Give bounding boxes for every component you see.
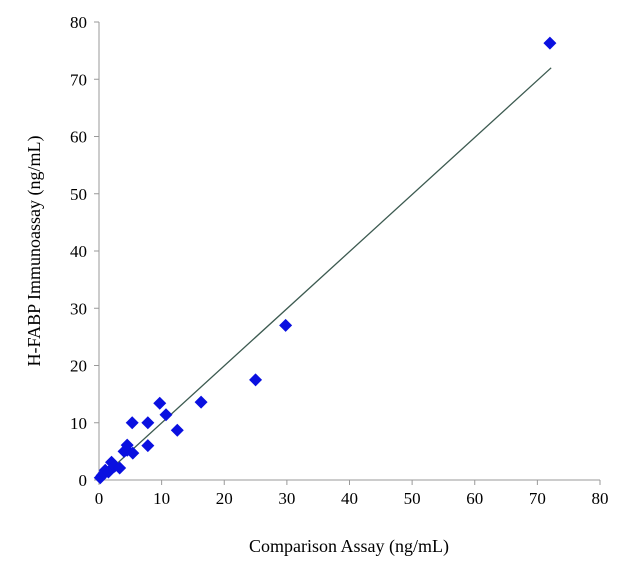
x-tick-label: 10 (153, 489, 170, 508)
fit-line-group (101, 67, 552, 478)
y-tick-label: 60 (70, 128, 87, 147)
data-point (543, 36, 557, 50)
y-tick-label: 70 (70, 70, 87, 89)
x-tick-label: 40 (341, 489, 358, 508)
fit-line (101, 67, 552, 478)
data-point (170, 423, 184, 437)
y-tick-label: 10 (70, 414, 87, 433)
y-tick-label: 50 (70, 185, 87, 204)
data-point (194, 395, 208, 409)
x-tick-label: 80 (592, 489, 609, 508)
x-tick-label: 50 (404, 489, 421, 508)
data-point (249, 373, 263, 387)
axes: 0 10 20 30 40 50 60 70 80 0 10 20 30 40 50 60 70 80 (70, 13, 609, 508)
data-point (126, 446, 140, 460)
y-tick-label: 0 (79, 471, 88, 490)
x-tick-label: 30 (278, 489, 295, 508)
y-tick-label: 80 (70, 13, 87, 32)
y-tick-label: 20 (70, 357, 87, 376)
y-tick-label: 30 (70, 299, 87, 318)
data-point (141, 439, 155, 453)
x-tick-label: 0 (95, 489, 104, 508)
data-point (153, 396, 167, 410)
data-point (159, 408, 173, 422)
data-point (113, 461, 127, 475)
x-tick-label: 60 (466, 489, 483, 508)
x-tick-label: 20 (216, 489, 233, 508)
y-axis-label: H-FABP Immunoassay (ng/mL) (24, 136, 45, 367)
y-tick-label: 40 (70, 242, 87, 261)
data-point (141, 416, 155, 430)
data-point (279, 318, 293, 332)
data-points (93, 36, 557, 485)
x-tick-label: 70 (529, 489, 546, 508)
x-axis-label: Comparison Assay (ng/mL) (249, 536, 449, 557)
data-point (125, 416, 139, 430)
